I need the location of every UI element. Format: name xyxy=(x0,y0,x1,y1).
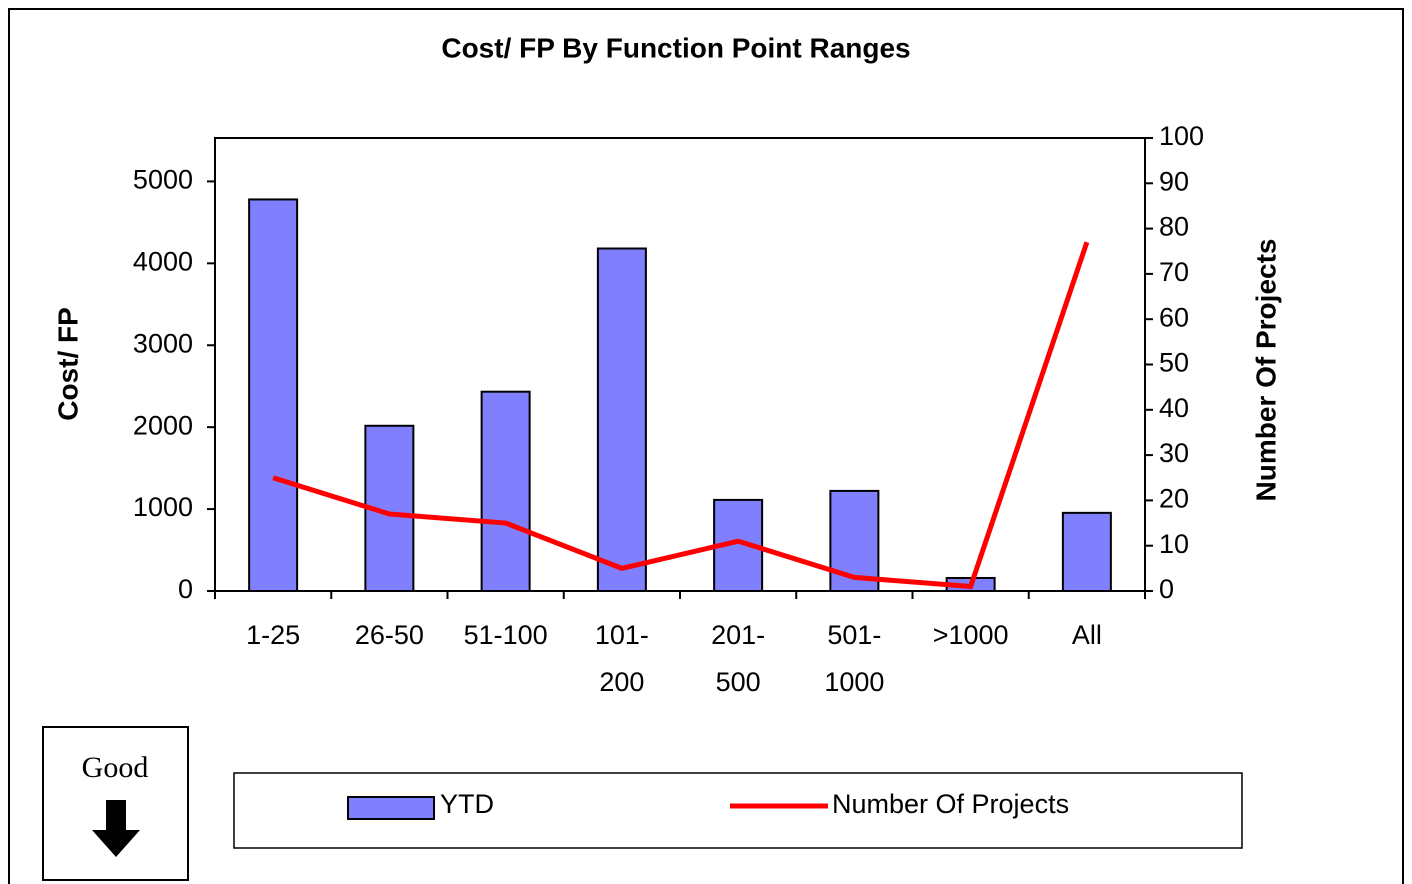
chart-border xyxy=(8,8,1404,884)
y-tick-label: 2000 xyxy=(133,410,193,440)
bar xyxy=(248,198,299,592)
y2-tick-label: 20 xyxy=(1159,484,1189,514)
legend-label: Number Of Projects xyxy=(832,789,1069,819)
x-tick-label: 501-1000 xyxy=(824,620,884,697)
y-tick-label: 1000 xyxy=(133,492,193,522)
y-axis-label: Cost/ FP xyxy=(52,307,83,421)
y2-tick-label: 30 xyxy=(1159,438,1189,468)
legend-swatch xyxy=(347,796,435,820)
x-tick-label: >1000 xyxy=(933,620,1009,650)
line xyxy=(272,241,1090,590)
y2-axis-label: Number Of Projects xyxy=(1250,239,1281,502)
bar xyxy=(596,247,647,592)
y2-tick-label: 40 xyxy=(1159,393,1189,423)
chart-title: Cost/ FP By Function Point Ranges xyxy=(441,32,910,63)
y2-tick-label: 100 xyxy=(1159,121,1204,151)
y2-tick-label: 70 xyxy=(1159,257,1189,287)
y2-tick-label: 10 xyxy=(1159,529,1189,559)
x-tick-label: 101-200 xyxy=(595,620,649,697)
bar xyxy=(480,390,531,592)
y2-tick-label: 0 xyxy=(1159,574,1174,604)
y2-tick-label: 80 xyxy=(1159,212,1189,242)
x-tick-label: 51-100 xyxy=(464,620,548,650)
down-arrow xyxy=(92,800,140,857)
bar xyxy=(1061,511,1112,593)
x-tick-label: 201-500 xyxy=(711,620,765,697)
y-tick-label: 5000 xyxy=(133,165,193,195)
x-tick-label: 26-50 xyxy=(355,620,424,650)
y-tick-label: 4000 xyxy=(133,246,193,276)
y2-tick-label: 60 xyxy=(1159,302,1189,332)
y-tick-label: 0 xyxy=(178,574,193,604)
y2-tick-label: 50 xyxy=(1159,348,1189,378)
plot-area xyxy=(214,137,1146,592)
x-tick-label: All xyxy=(1072,620,1102,650)
legend-label: YTD xyxy=(440,789,494,819)
y-tick-label: 3000 xyxy=(133,328,193,358)
x-tick-label: 1-25 xyxy=(246,620,300,650)
y2-tick-label: 90 xyxy=(1159,166,1189,196)
annotation: Good xyxy=(82,751,149,784)
